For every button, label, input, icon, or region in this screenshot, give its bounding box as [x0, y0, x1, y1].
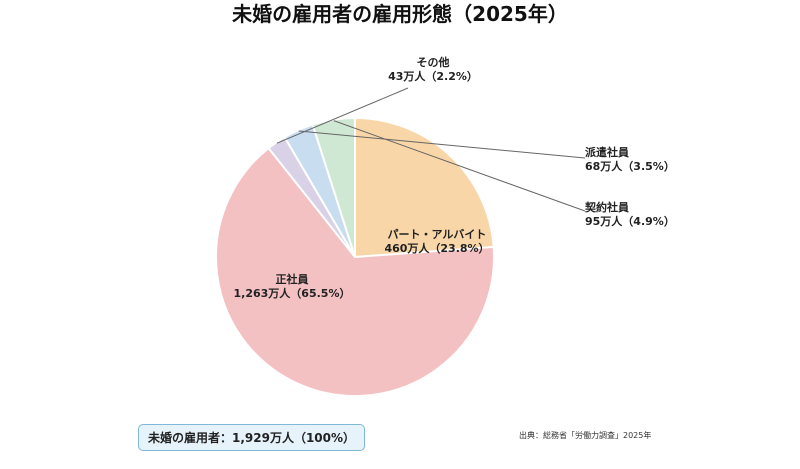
total-badge: 未婚の雇用者：1,929万人（100%）: [138, 424, 366, 451]
leader-line-3: [276, 87, 409, 144]
slice-label-name-1: パート・アルバイト: [388, 228, 487, 241]
slice-label-name-4: 派遣社員: [585, 145, 629, 159]
pie-slice-2: [215, 146, 495, 397]
slice-label-name-2: 正社員: [276, 272, 309, 286]
slice-label-value-2: 1,263万人（65.5%）: [234, 286, 351, 300]
leader-lines: [276, 87, 586, 212]
leader-line-4: [298, 130, 586, 159]
slice-label-value-5: 95万人（4.9%）: [585, 214, 675, 228]
slice-label-name-5: 契約社員: [584, 200, 629, 214]
chart-title: 未婚の雇用者の雇用形態（2025年）: [232, 2, 568, 26]
slice-label-value-1: 460万人（23.8%）: [384, 241, 489, 255]
slice-label-value-4: 68万人（3.5%）: [585, 159, 675, 173]
pie-slices: [215, 116, 495, 397]
source-note: 出典：総務省「労働力調査」2025年: [519, 431, 652, 440]
pie-slice-1: [354, 116, 495, 259]
leader-line-5: [333, 120, 586, 212]
slice-label-value-3: 43万人（2.2%）: [388, 69, 478, 83]
slice-label-name-3: その他: [417, 55, 450, 69]
